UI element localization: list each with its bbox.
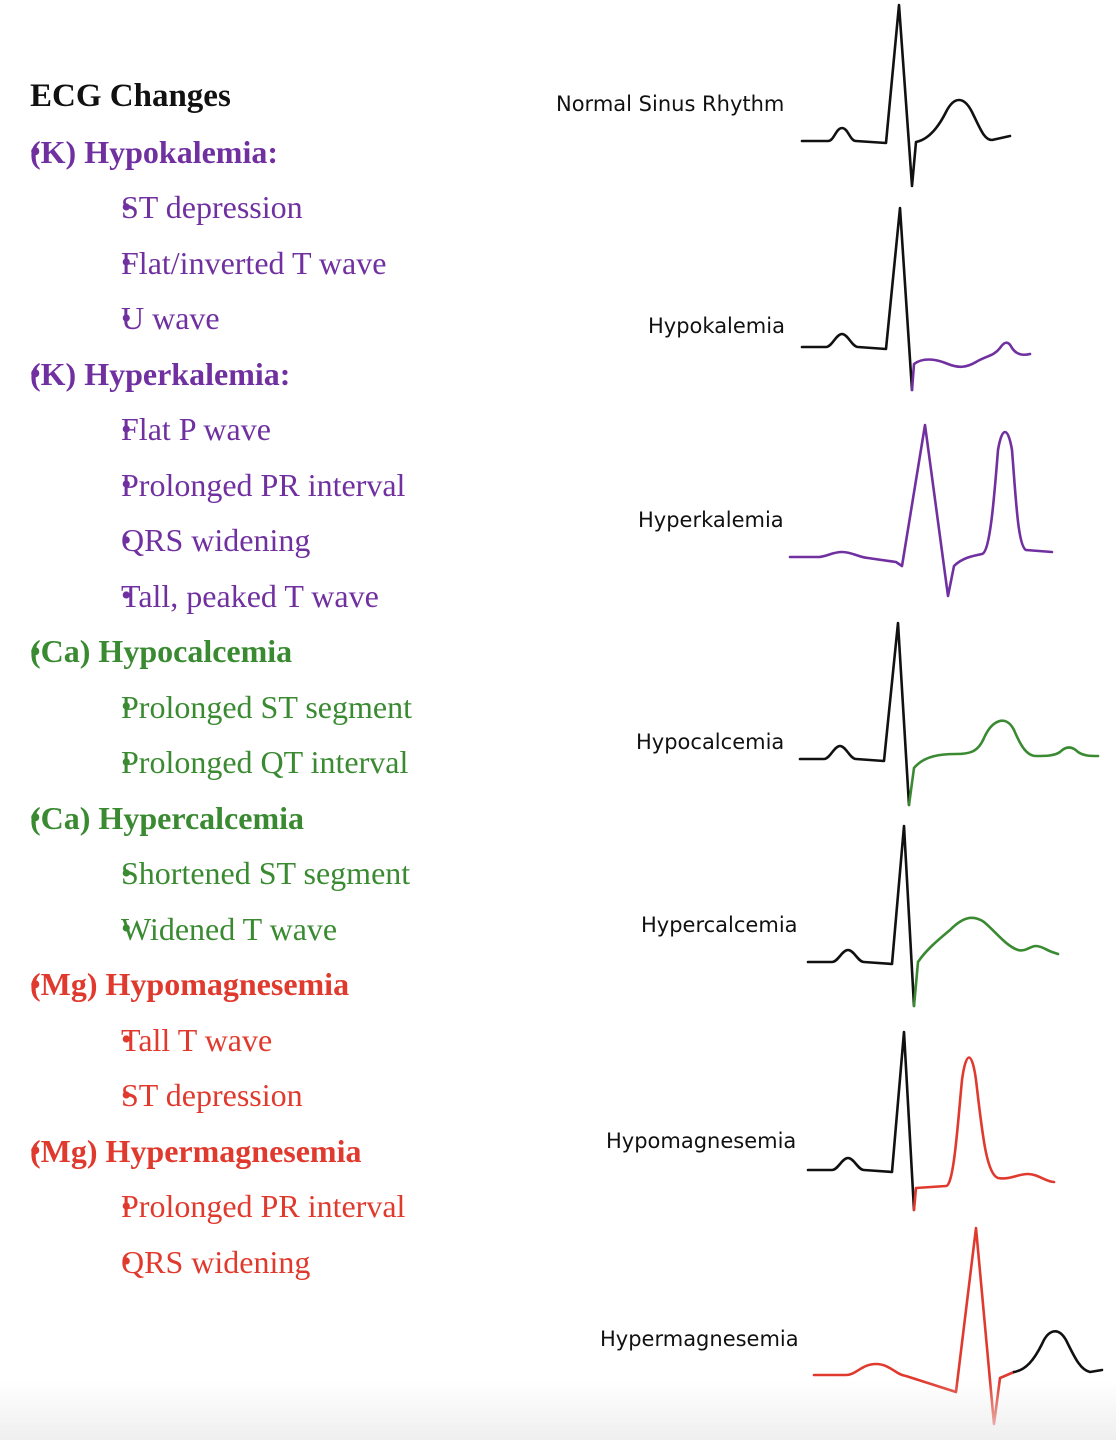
list-item: • Tall, peaked T wave — [121, 577, 379, 614]
list-item-label: U wave — [121, 300, 220, 336]
list-item: • ST depression — [121, 1077, 303, 1113]
ecg-trace-hypokalemia-changes — [910, 341, 1032, 392]
ecg-label-hypomagnesemia: Hypomagnesemia — [606, 1129, 796, 1153]
list-item-label: Widened T wave — [121, 910, 338, 947]
list-item: • Tall T wave — [121, 1021, 273, 1058]
ecg-label-hypokalemia: Hypokalemia — [648, 314, 785, 338]
list-item-label: Prolonged PR interval — [121, 1188, 406, 1224]
list-item: • QRS widening — [121, 522, 311, 558]
page-title: ECG Changes — [30, 78, 231, 114]
ecg-trace-hypomagnesemia-changes — [912, 1056, 1056, 1212]
list-item: • U wave — [121, 300, 220, 336]
section-heading-label: (K) Hyperkalemia: — [30, 355, 291, 392]
list-item-label: Tall T wave — [121, 1021, 273, 1058]
ecg-trace-hypercalcemia-changes — [912, 916, 1060, 1008]
list-item-label: ST depression — [121, 189, 303, 225]
section-heading-label: (Mg) Hypomagnesemia — [30, 966, 350, 1002]
section-heading-label: (Mg) Hypermagnesemia — [30, 1132, 362, 1169]
list-item-label: Prolonged PR interval — [121, 466, 406, 503]
section-heading-label: (Ca) Hypercalcemia — [30, 799, 304, 836]
list-item: • Widened T wave — [121, 910, 338, 947]
ecg-trace-hypercalcemia-qrs — [806, 824, 916, 1008]
section-heading-4: • (Mg) Hypomagnesemia — [30, 966, 350, 1002]
list-item-label: Flat P wave — [121, 411, 271, 447]
ecg-normal-sinus-rhythm: Normal Sinus Rhythm — [556, 3, 1012, 188]
ecg-hypomagnesemia: Hypomagnesemia — [606, 1030, 1056, 1212]
list-item-label: Shortened ST segment — [121, 855, 411, 891]
ecg-trace-hypermagnesemia-changes — [812, 1226, 1016, 1426]
list-item: • Shortened ST segment — [121, 855, 411, 891]
section-heading-5: • (Mg) Hypermagnesemia — [30, 1132, 362, 1169]
ecg-trace-hypocalcemia-changes — [907, 719, 1100, 807]
ecg-trace-normal-sinus-rhythm — [800, 3, 1012, 188]
list-item: • ST depression — [121, 189, 303, 225]
list-item-label: Tall, peaked T wave — [121, 577, 379, 614]
ecg-label-normal-sinus-rhythm: Normal Sinus Rhythm — [556, 92, 784, 116]
list-item-label: Flat/inverted T wave — [121, 244, 387, 281]
ecg-trace-hypermagnesemia-twave — [1012, 1330, 1104, 1374]
ecg-label-hypercalcemia: Hypercalcemia — [641, 913, 798, 937]
list-item: • Prolonged PR interval — [121, 1188, 406, 1224]
electrolyte-ecg-change-list: • (K) Hypokalemia: • ST depression • Flat/inv… — [0, 0, 540, 1440]
section-heading-label: (K) Hypokalemia: — [30, 133, 278, 170]
ecg-label-hypocalcemia: Hypocalcemia — [636, 730, 784, 754]
section-heading-1: • (K) Hyperkalemia: — [30, 355, 291, 392]
ecg-hypocalcemia: Hypocalcemia — [636, 621, 1100, 807]
list-item-label: ST depression — [121, 1077, 303, 1113]
section-heading-3: • (Ca) Hypercalcemia — [30, 799, 304, 836]
list-item: • Flat P wave — [121, 411, 271, 447]
ecg-trace-hypocalcemia-qrs — [798, 621, 911, 807]
list-item-label: QRS widening — [121, 522, 311, 558]
section-heading-0: • (K) Hypokalemia: — [30, 133, 278, 170]
list-item: • Prolonged ST segment — [121, 688, 412, 725]
list-item-label: Prolonged ST segment — [121, 688, 412, 725]
ecg-hypokalemia: Hypokalemia — [648, 206, 1032, 392]
ecg-trace-hypomagnesemia-qrs — [806, 1030, 916, 1212]
list-item: • Prolonged PR interval — [121, 466, 406, 503]
ecg-label-hyperkalemia: Hyperkalemia — [638, 508, 784, 532]
list-item: • Flat/inverted T wave — [121, 244, 387, 281]
ecg-label-hypermagnesemia: Hypermagnesemia — [600, 1327, 799, 1351]
section-heading-label: (Ca) Hypocalcemia — [30, 633, 293, 669]
ecg-trace-hypokalemia-qrs — [800, 206, 914, 392]
ecg-hyperkalemia: Hyperkalemia — [638, 423, 1054, 598]
ecg-hypermagnesemia: Hypermagnesemia — [600, 1226, 1104, 1426]
list-item-label: Prolonged QT interval — [121, 744, 409, 780]
ecg-trace-hyperkalemia — [788, 423, 1054, 598]
section-heading-2: • (Ca) Hypocalcemia — [30, 633, 293, 669]
ecg-hypercalcemia: Hypercalcemia — [641, 824, 1060, 1008]
list-item-label: QRS widening — [121, 1243, 311, 1280]
list-item: • Prolonged QT interval — [121, 744, 409, 780]
list-item: • QRS widening — [121, 1243, 311, 1280]
